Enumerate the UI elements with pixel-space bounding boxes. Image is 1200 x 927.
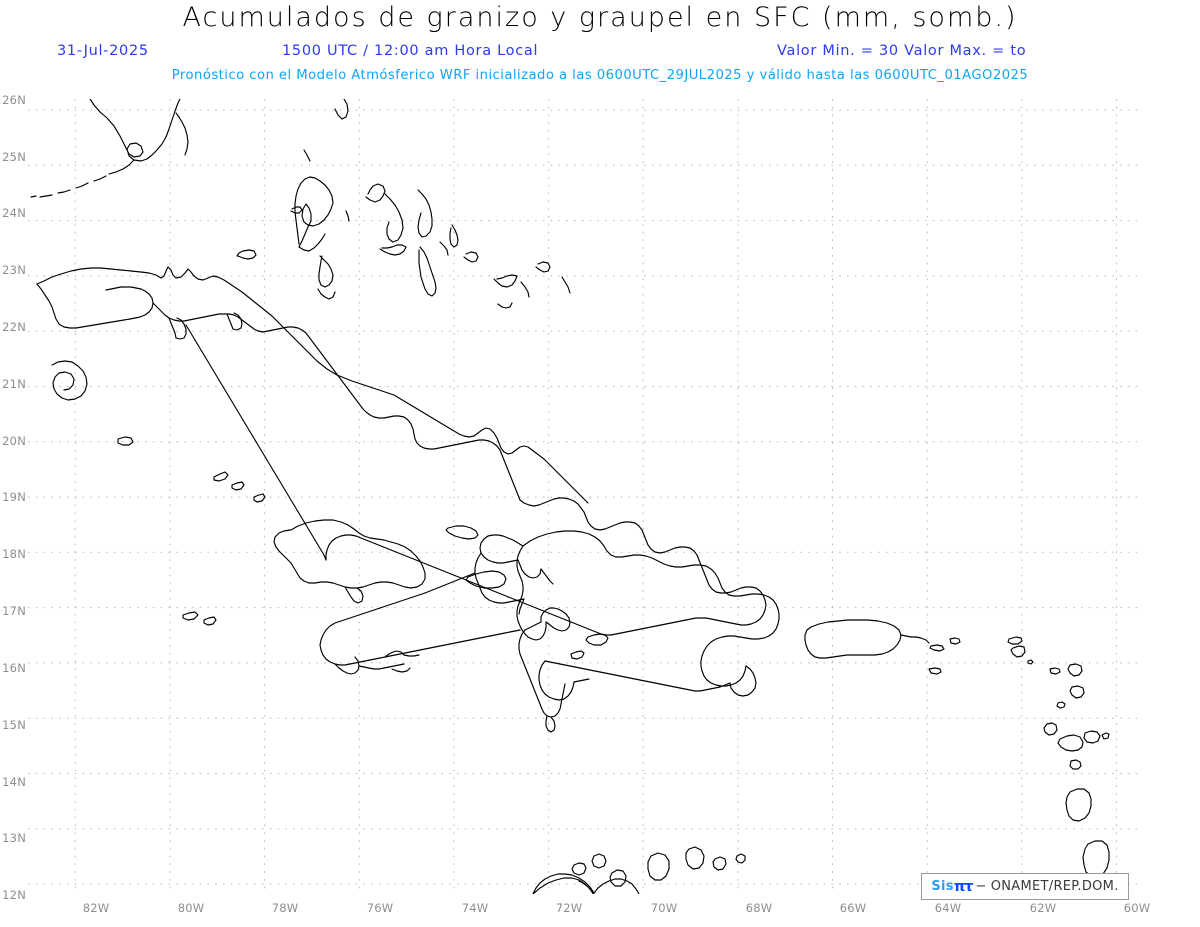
- lat-lon-grid: [28, 99, 1143, 894]
- logo-sis-text: Sis: [931, 879, 954, 894]
- longitude-tick-label: 82W: [82, 901, 110, 915]
- longitude-tick-label: 80W: [177, 901, 205, 915]
- latitude-tick-label: 17N: [2, 604, 26, 618]
- latitude-tick-label: 22N: [2, 320, 26, 334]
- longitude-tick-label: 72W: [555, 901, 583, 915]
- subtitle-row: 31-Jul-2025 1500 UTC / 12:00 am Hora Loc…: [0, 43, 1200, 63]
- longitude-tick-label: 70W: [650, 901, 678, 915]
- latitude-tick-label: 21N: [2, 377, 26, 391]
- latitude-tick-label: 15N: [2, 718, 26, 732]
- coastlines: [30, 99, 1112, 894]
- latitude-tick-label: 18N: [2, 547, 26, 561]
- longitude-tick-label: 78W: [271, 901, 299, 915]
- page-title: Acumulados de granizo y graupel en SFC (…: [182, 2, 1018, 33]
- longitude-tick-label: 64W: [934, 901, 962, 915]
- latitude-tick-label: 25N: [2, 150, 26, 164]
- longitude-tick-label: 62W: [1029, 901, 1057, 915]
- source-legend-box: Sis πτ − ONAMET/REP.DOM.: [921, 873, 1129, 900]
- latitude-tick-label: 26N: [2, 93, 26, 107]
- longitude-tick-label: 66W: [839, 901, 867, 915]
- longitude-tick-label: 76W: [366, 901, 394, 915]
- latitude-tick-label: 13N: [2, 831, 26, 845]
- longitude-tick-label: 74W: [461, 901, 489, 915]
- model-info: Pronóstico con el Modelo Atmósferico WRF…: [171, 68, 1029, 83]
- latitude-tick-label: 14N: [2, 775, 26, 789]
- longitude-tick-label: 68W: [745, 901, 773, 915]
- latitude-tick-label: 20N: [2, 434, 26, 448]
- forecast-date: 31-Jul-2025: [57, 43, 149, 59]
- latitude-tick-label: 23N: [2, 263, 26, 277]
- forecast-time: 1500 UTC / 12:00 am Hora Local: [282, 43, 539, 59]
- map-plot-area: [28, 99, 1143, 894]
- logo-dash: −: [975, 879, 987, 894]
- map-canvas: [28, 99, 1143, 894]
- value-range: Valor Min. = 30 Valor Max. = to: [777, 43, 1027, 59]
- latitude-tick-label: 24N: [2, 206, 26, 220]
- latitude-tick-label: 19N: [2, 490, 26, 504]
- logo-tt-text: πτ: [953, 878, 974, 895]
- latitude-tick-label: 12N: [2, 888, 26, 902]
- logo-org-text: ONAMET/REP.DOM.: [990, 879, 1119, 894]
- latitude-tick-label: 16N: [2, 661, 26, 675]
- longitude-tick-label: 60W: [1123, 901, 1151, 915]
